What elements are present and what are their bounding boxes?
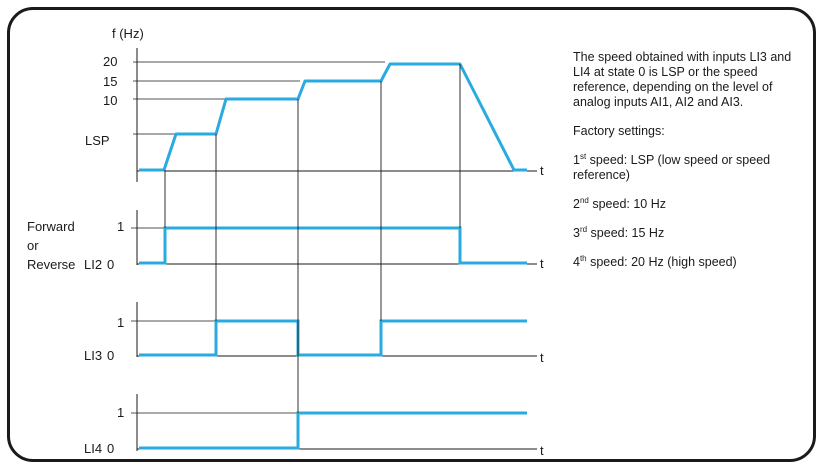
tick-label-10: 10: [103, 93, 117, 108]
li4-low-label: 0: [107, 441, 114, 456]
li2-signal-label: LI2: [84, 257, 102, 272]
explanation-panel: The speed obtained with inputs LI3 and L…: [573, 50, 805, 284]
li3-time-label: t: [540, 350, 544, 365]
li3-signal-label: LI3: [84, 348, 102, 363]
li3-high-label: 1: [117, 315, 124, 330]
diagram-frame: [7, 7, 816, 462]
tick-label-15: 15: [103, 74, 117, 89]
speed-setting-2: 2nd speed: 10 Hz: [573, 196, 666, 212]
frequency-axis-label: f (Hz): [112, 26, 144, 41]
frequency-trace: [139, 62, 527, 172]
tick-label-lsp: LSP: [85, 133, 110, 148]
li3-trace: [139, 319, 527, 357]
li2-name-line-1: Forward: [27, 219, 75, 234]
intro-paragraph: The speed obtained with inputs LI3 and L…: [573, 50, 792, 109]
factory-settings-heading: Factory settings:: [573, 124, 665, 138]
li3-low-label: 0: [107, 348, 114, 363]
li2-trace: [139, 226, 527, 265]
li2-time-label: t: [540, 256, 544, 271]
li4-trace: [139, 411, 527, 450]
li2-name-line-2: or: [27, 238, 39, 253]
li2-low-label: 0: [107, 257, 114, 272]
speed-setting-1: 1st speed: LSP (low speed or speed refer…: [573, 152, 771, 183]
tick-label-20: 20: [103, 54, 117, 69]
li4-signal-label: LI4: [84, 441, 102, 456]
li4-time-label: t: [540, 443, 544, 458]
speed-setting-3: 3rd speed: 15 Hz: [573, 225, 665, 241]
li2-high-label: 1: [117, 219, 124, 234]
speed-setting-4: 4th speed: 20 Hz (high speed): [573, 254, 737, 270]
li2-name-line-3: Reverse: [27, 257, 75, 272]
frequency-time-label: t: [540, 163, 544, 178]
li4-high-label: 1: [117, 405, 124, 420]
